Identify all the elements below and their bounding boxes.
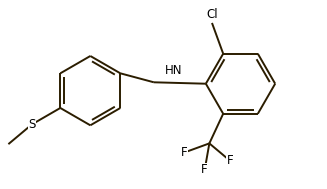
Text: S: S — [28, 118, 36, 131]
Text: Cl: Cl — [206, 8, 218, 21]
Text: HN: HN — [165, 64, 183, 77]
Text: F: F — [201, 163, 208, 177]
Text: F: F — [227, 154, 233, 167]
Text: F: F — [181, 146, 187, 159]
